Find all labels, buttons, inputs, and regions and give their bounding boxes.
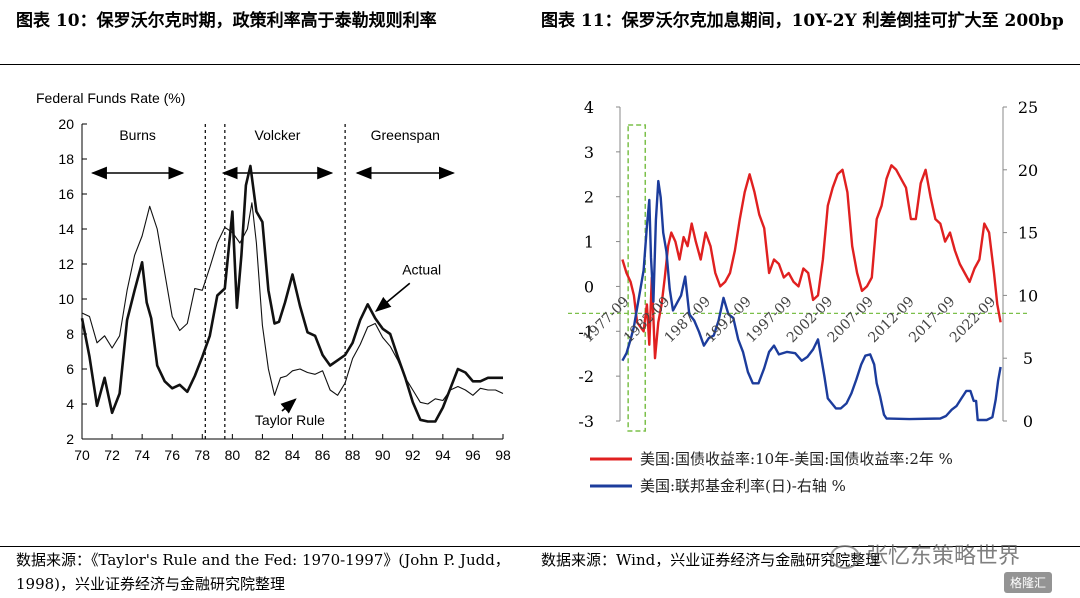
left-tick-label: -2: [578, 367, 594, 386]
x-tick-label: 88: [345, 447, 361, 463]
x-tick-label: 78: [194, 447, 210, 463]
y-tick-label: 16: [58, 186, 74, 202]
x-tick-label: 90: [375, 447, 391, 463]
left-tick-label: 0: [584, 277, 594, 296]
x-tick-label: 74: [134, 447, 150, 463]
y-tick-label: 2: [66, 431, 74, 447]
footer-rule: [0, 546, 1080, 547]
y-tick-label: 10: [58, 291, 74, 307]
wechat-icon: [830, 545, 860, 569]
y-tick-label: 20: [58, 116, 74, 132]
era-label: Burns: [119, 127, 156, 143]
right-tick-label: 25: [1018, 98, 1038, 117]
legend-label-spread: 美国:国债收益率:10年-美国:国债收益率:2年 %: [640, 450, 953, 468]
right-tick-label: 20: [1018, 161, 1038, 180]
actual-rate-line: [80, 164, 503, 423]
header-rule: [0, 64, 1080, 65]
right-tick-label: 0: [1023, 412, 1033, 431]
right-tick-label: 10: [1018, 286, 1038, 305]
x-tick-label: 82: [255, 447, 271, 463]
right-chart: -3-2-10123405101520251977-091982-091987-…: [568, 98, 1038, 495]
left-tick-label: 4: [584, 98, 594, 117]
x-tick-label: 70: [74, 447, 90, 463]
y-tick-label: 6: [66, 361, 74, 377]
watermark-text: 张忆东策略世界: [866, 544, 1021, 569]
left-tick-label: 3: [584, 143, 594, 162]
spread-10y-2y-line: [621, 164, 1002, 360]
left-source-note: 数据来源：《Taylor's Rule and the Fed: 1970-19…: [16, 551, 510, 593]
y-tick-label: 4: [66, 396, 74, 412]
right-figure-title: 图表 11：保罗沃尔克加息期间，10Y-2Y 利差倒挂可扩大至 200bp: [541, 11, 1064, 31]
x-tick-label: 92: [405, 447, 421, 463]
x-tick-label: 84: [285, 447, 301, 463]
x-tick-label: 76: [164, 447, 180, 463]
annotation-taylor: Taylor Rule: [255, 412, 325, 428]
era-label: Greenspan: [371, 127, 440, 143]
y-tick-label: 8: [66, 326, 74, 342]
source-badge: 格隆汇: [1004, 572, 1053, 593]
right-tick-label: 5: [1023, 349, 1033, 368]
right-tick-label: 15: [1018, 224, 1038, 243]
left-tick-label: 1: [584, 233, 594, 252]
x-tick-label: 98: [495, 447, 511, 463]
y-tick-label: 14: [58, 221, 74, 237]
left-figure-title: 图表 10：保罗沃尔克时期，政策利率高于泰勒规则利率: [16, 11, 437, 31]
left-tick-label: 2: [584, 188, 594, 207]
highlight-box: [627, 124, 647, 432]
legend-label-fed-funds: 美国:联邦基金利率(日)-右轴 %: [640, 477, 846, 495]
watermark: 张忆东策略世界: [830, 538, 1020, 570]
x-tick-label: 86: [315, 447, 331, 463]
x-tick-label: 72: [104, 447, 120, 463]
left-tick-label: -1: [578, 322, 594, 341]
fed-funds-rate-line: [621, 179, 1002, 422]
x-tick-label: 94: [435, 447, 451, 463]
annotation-actual: Actual: [402, 262, 441, 278]
annotation-taylor-arrow: [280, 398, 297, 414]
taylor-rule-line: [81, 202, 504, 405]
y-tick-label: 12: [58, 256, 74, 272]
y-axis-label: Federal Funds Rate (%): [36, 90, 185, 106]
y-tick-label: 18: [58, 151, 74, 167]
annotation-actual-arrow: [374, 282, 411, 313]
era-label: Volcker: [255, 127, 301, 143]
x-tick-label: 80: [225, 447, 241, 463]
left-tick-label: -3: [578, 412, 594, 431]
left-chart: Federal Funds Rate (%) 2 4 6 8 10 12 14 16 18 20 70…: [36, 90, 511, 463]
x-tick-label: 96: [465, 447, 481, 463]
right-source-note: 数据来源：Wind，兴业证券经济与金融研究院整理: [541, 551, 881, 569]
